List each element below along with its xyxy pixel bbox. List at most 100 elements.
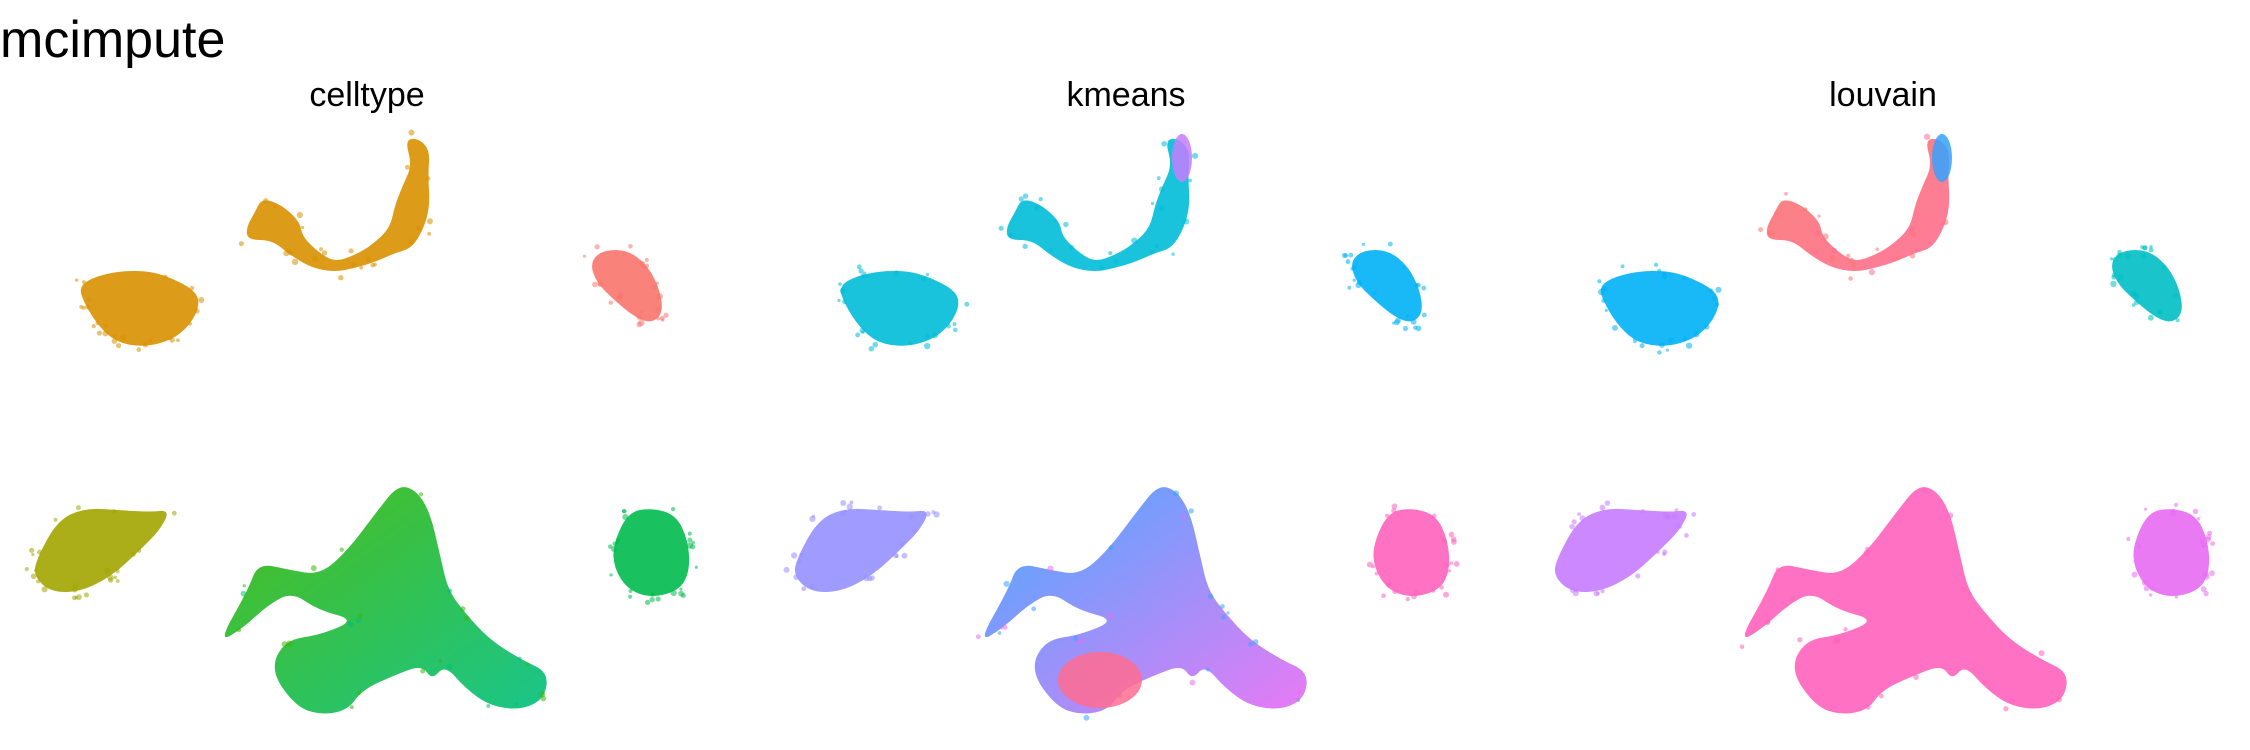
cluster-E-point bbox=[446, 663, 453, 670]
cluster-E-point bbox=[1790, 596, 1795, 601]
cluster-B-point bbox=[1813, 250, 1818, 255]
cluster-B-point bbox=[1008, 232, 1013, 238]
cluster-C-point bbox=[2131, 303, 2136, 307]
cluster-C-point bbox=[1372, 290, 1377, 296]
cluster-C-point bbox=[639, 309, 644, 314]
cluster-B-point bbox=[1149, 250, 1155, 255]
cluster-A-point bbox=[924, 333, 929, 338]
cluster-E-point bbox=[2009, 697, 2015, 704]
cluster-D-point bbox=[31, 552, 35, 557]
cluster-D-point bbox=[1599, 504, 1606, 511]
cluster-A-point bbox=[859, 327, 866, 334]
cluster-B-point bbox=[416, 225, 422, 231]
cluster-D bbox=[1554, 508, 1687, 592]
cluster-B-point bbox=[1018, 196, 1024, 202]
cluster-F-point bbox=[2199, 539, 2204, 544]
cluster-F-point bbox=[2192, 508, 2199, 515]
cluster-A-point bbox=[856, 264, 862, 270]
cluster-D-point bbox=[53, 517, 58, 522]
cluster-C-point bbox=[656, 293, 663, 300]
cluster-A-point bbox=[1604, 308, 1608, 313]
cluster-C-point bbox=[651, 283, 658, 290]
cluster-B-point bbox=[273, 204, 277, 209]
cluster-F-point bbox=[1448, 531, 1455, 538]
cluster-E-point bbox=[1982, 679, 1988, 686]
cluster-F-point bbox=[628, 588, 633, 593]
cluster-D-point bbox=[36, 579, 41, 584]
cluster-B-point bbox=[1923, 133, 1931, 140]
cluster-C-point bbox=[2111, 272, 2117, 278]
cluster-E-point bbox=[242, 584, 246, 588]
cluster-C-point bbox=[2149, 245, 2153, 249]
cluster-F bbox=[1373, 509, 1450, 596]
cluster-B-point bbox=[1063, 221, 1069, 228]
cluster-D-point bbox=[1600, 589, 1605, 594]
cluster-F-point bbox=[2203, 590, 2209, 597]
cluster-F-point bbox=[1391, 503, 1398, 510]
cluster-F-point bbox=[2206, 530, 2213, 536]
cluster-E-point bbox=[1801, 573, 1806, 577]
cluster-B-tip bbox=[1932, 134, 1952, 182]
cluster-B-point bbox=[1113, 258, 1119, 264]
cluster-A-point bbox=[136, 347, 142, 352]
cluster-A-point bbox=[198, 296, 205, 304]
cluster-E-point bbox=[357, 613, 363, 619]
cluster-E-point bbox=[310, 565, 317, 571]
cluster-E-point bbox=[1834, 636, 1841, 643]
cluster-A-point bbox=[838, 282, 842, 286]
cluster-A-point bbox=[142, 341, 149, 348]
cluster-C-point bbox=[2133, 292, 2138, 297]
cluster-F-point bbox=[2196, 517, 2201, 521]
cluster-C-point bbox=[1343, 253, 1349, 258]
cluster-B-point bbox=[1822, 233, 1829, 240]
cluster-B-point bbox=[1914, 247, 1919, 252]
cluster-B-point bbox=[1848, 257, 1855, 264]
cluster-F bbox=[613, 509, 690, 596]
cluster-C-point bbox=[2110, 280, 2117, 288]
cluster-D bbox=[794, 508, 927, 592]
cluster-A-point bbox=[920, 276, 927, 282]
cluster-A-point bbox=[1667, 337, 1674, 344]
cluster-F-point bbox=[670, 589, 677, 597]
cluster-E bbox=[224, 487, 547, 714]
cluster-C-point bbox=[1421, 285, 1427, 291]
cluster-F-point bbox=[2200, 586, 2207, 593]
cluster-E-point bbox=[1000, 626, 1004, 630]
cluster-B-point bbox=[1909, 226, 1916, 233]
cluster-C-point bbox=[2172, 292, 2179, 299]
cluster-D-point bbox=[799, 552, 804, 557]
cluster-A-point bbox=[167, 335, 173, 340]
cluster-B-point bbox=[404, 164, 410, 170]
cluster-E bbox=[1744, 487, 2067, 714]
cluster-A-point bbox=[855, 332, 861, 338]
cluster-F-point bbox=[1449, 561, 1454, 565]
cluster-E-point bbox=[418, 492, 424, 497]
cluster-E-point bbox=[1797, 637, 1803, 643]
cluster-B-point bbox=[1033, 205, 1040, 211]
cluster-E-point bbox=[2003, 706, 2009, 712]
cluster-E-point bbox=[1226, 611, 1230, 615]
cluster-E-point bbox=[1220, 614, 1226, 620]
cluster-F-point bbox=[1442, 538, 1447, 542]
cluster-B-point bbox=[370, 262, 375, 268]
cluster-F-point bbox=[670, 506, 676, 512]
cluster-F-point bbox=[2143, 507, 2148, 511]
cluster-A-point bbox=[115, 342, 122, 349]
panel-kmeans bbox=[783, 134, 1460, 721]
cluster-D bbox=[34, 508, 167, 592]
cluster-C-point bbox=[2147, 314, 2154, 321]
cluster-C-point bbox=[1352, 278, 1356, 282]
cluster-F-point bbox=[2210, 541, 2216, 547]
cluster-C-point bbox=[659, 315, 665, 321]
cluster-D-point bbox=[37, 549, 43, 555]
cluster-C-point bbox=[594, 244, 600, 250]
cluster-F-point bbox=[1439, 585, 1444, 590]
cluster-F-point bbox=[1450, 538, 1457, 545]
cluster-C-point bbox=[655, 281, 660, 285]
cluster-F-point bbox=[1413, 589, 1420, 595]
cluster-A-point bbox=[148, 338, 153, 343]
cluster-C-point bbox=[636, 321, 643, 328]
cluster-B-point bbox=[426, 218, 433, 225]
cluster-A-point bbox=[1639, 343, 1645, 349]
cluster-A-point bbox=[163, 274, 168, 279]
